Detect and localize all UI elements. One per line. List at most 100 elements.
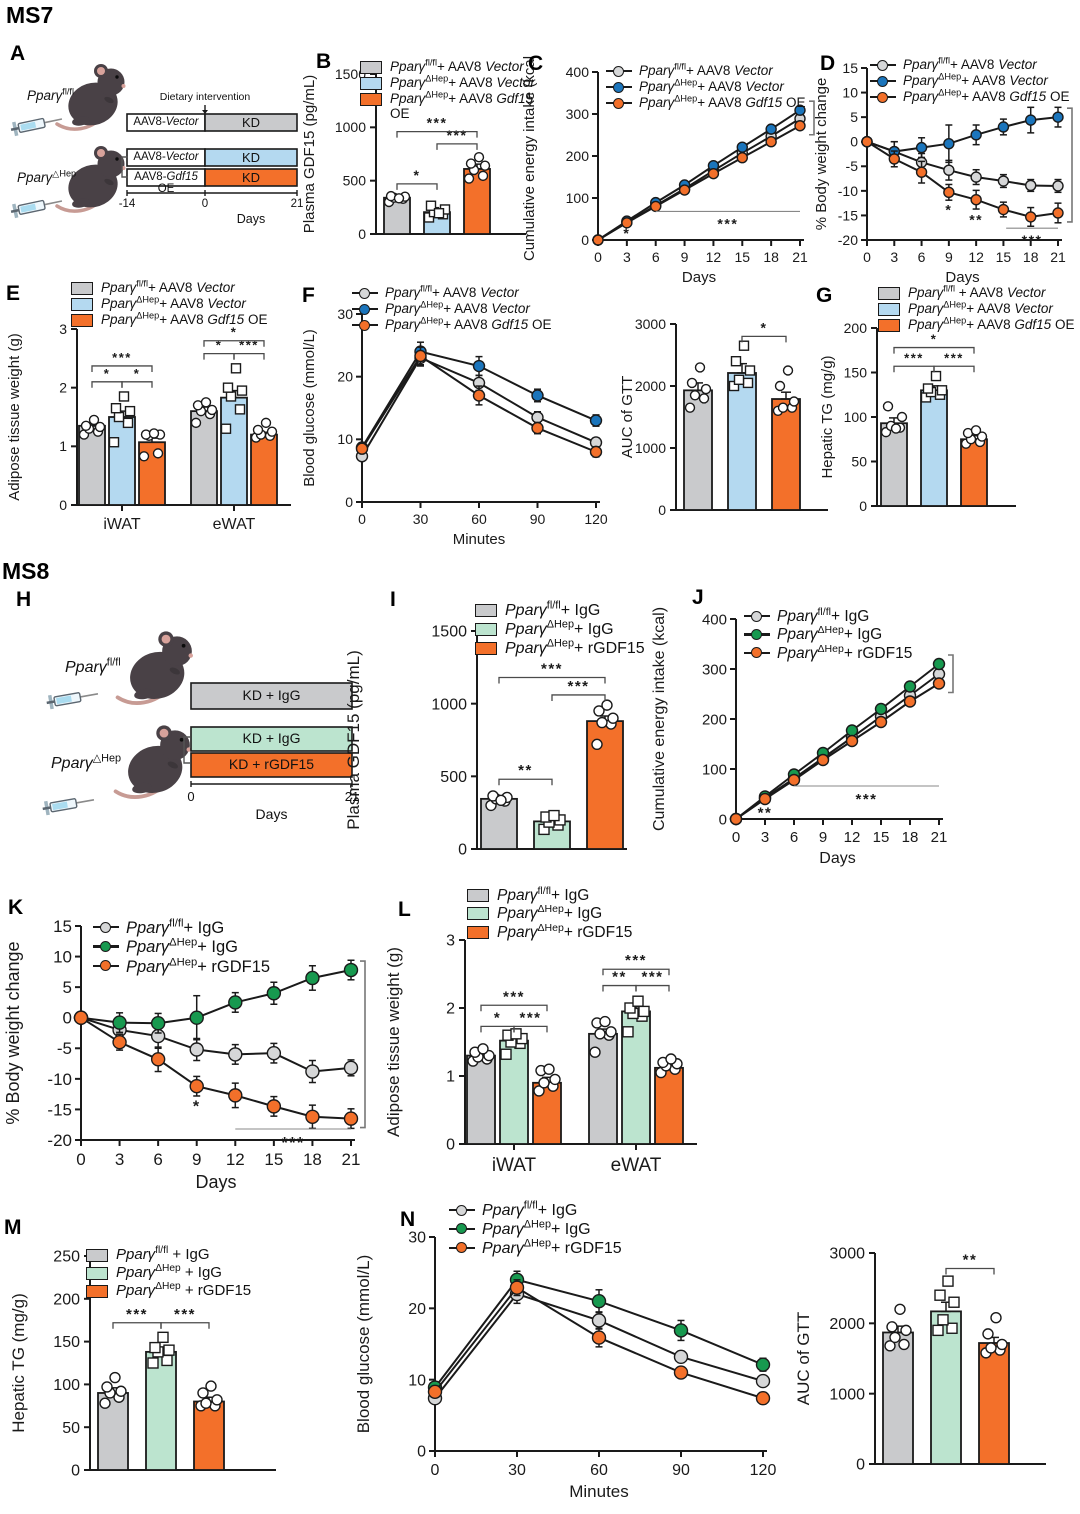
axes: 0 500 1000 1500 Plasma GDF15 (pg/mL) [344,624,627,859]
panel-I: 0 500 1000 1500 Plasma GDF15 (pg/mL) ** *** ***… [344,585,645,869]
svg-text:Blood glucose (mmol/L): Blood glucose (mmol/L) [301,329,318,487]
significance-bracket [945,1267,995,1275]
svg-text:2000: 2000 [635,378,666,394]
legend-item: Pparγfl/fl+ IgG [475,600,645,620]
bar-series-1 [423,200,451,235]
svg-text:0: 0 [850,134,858,150]
schematic-text: KD + IgG [242,687,301,703]
significance-bracket [933,365,975,373]
legend-K: Pparγfl/fl+ IgG PparγΔHep+ IgG PparγΔHep+ … [93,918,270,977]
axes: 0 10 20 30 0 30 60 90 120 Minutes Blood glucose (m… [301,306,608,548]
legend-item: Pparγfl/fl+ IgG [93,917,270,937]
panel-N-line: 0 10 20 30 0 30 60 90 120 Minutes Blood glucose (m… [354,1200,785,1509]
legend-label: PparγΔHep+ rGDF15 [777,642,913,662]
legend-line-marker-icon [744,646,770,660]
legend-label: PparγΔHep+ IgG [482,1218,591,1238]
legend-label: PparγΔHep+ IgG [505,618,614,638]
svg-text:100: 100 [844,409,868,425]
svg-text:2: 2 [59,380,67,396]
legend-item: Pparγfl/fl+ IgG [449,1200,622,1220]
panel-K: -20 -15 -10 -5 0 5 10 15 0 3 6 9 12 15 18 21 Days % Body … [3,892,381,1206]
legend-item: Pparγfl/fl + IgG [86,1245,251,1264]
schematic-text: KD + IgG [242,730,301,746]
legend-label: PparγΔHep+ IgG [497,903,603,923]
svg-text:1000: 1000 [635,440,666,456]
bar-series-2 [463,151,491,235]
svg-text:Adipose tissue weight (g): Adipose tissue weight (g) [6,333,23,501]
bar-series-0 [880,401,908,507]
svg-text:0: 0 [431,1462,440,1479]
legend-E: Pparγfl/fl+ AAV8 Vector PparγΔHep+ AAV8 V… [71,279,267,328]
svg-text:-15: -15 [838,207,858,223]
legend-G: Pparγfl/fl + AAV8 Vector PparγΔHep+ AAV8 … [878,284,1074,333]
legend-label: PparγΔHep+ AAV8 Vector [639,77,784,95]
svg-text:90: 90 [672,1462,690,1479]
legend-line-marker-icon [870,58,896,72]
svg-text:-20: -20 [838,232,858,248]
svg-text:21: 21 [931,829,948,846]
axes: 0 100 200 300 400 0 3 6 9 12 15 18 21 Days Cumulative … [521,51,808,286]
chart-svg-N-line: 0 10 20 30 0 30 60 90 120 Minutes Blood glucose (m… [354,1230,776,1501]
svg-text:0: 0 [581,232,589,248]
svg-text:9: 9 [192,1150,201,1169]
bar-series-0 [97,1371,129,1471]
svg-text:12: 12 [968,249,984,265]
svg-text:*: * [216,338,223,353]
svg-text:150: 150 [53,1334,80,1351]
legend-label: Pparγfl/fl+ IgG [126,917,225,937]
legend-line-marker-icon [870,90,896,104]
svg-text:-20: -20 [47,1131,72,1150]
svg-text:0: 0 [859,498,867,514]
line-series-2 [592,120,806,246]
legend-item: PparγΔHep+ IgG [744,625,912,643]
svg-text:0: 0 [345,494,353,510]
significance-bracket [893,365,935,373]
panel-letter-n: N [400,1208,416,1231]
legend-label: PparγΔHep+ AAV8 Gdf15 OE [101,310,268,328]
legend-label: PparγΔHep+ AAV8 Gdf15 OE [908,315,1075,333]
legend-swatch-icon [86,1249,108,1262]
legend-label: PparγΔHep + rGDF15 [116,1280,252,1299]
svg-text:***: *** [239,338,259,353]
legend-label: PparγΔHep+ rGDF15 [497,921,633,941]
legend-C: Pparγfl/fl+ AAV8 Vector PparγΔHep+ AAV8 V… [606,62,805,111]
svg-text:10: 10 [53,948,72,967]
panel-N-auc: 0 1000 2000 3000 AUC of GTT ** [794,1213,1080,1510]
significance-bracket [741,335,787,343]
svg-text:20: 20 [408,1301,426,1318]
legend-swatch-icon [71,282,93,295]
legend-swatch-icon [475,604,497,617]
chart-svg-C: 0 100 200 300 400 0 3 6 9 12 15 18 21 Days Cumulative … [521,51,815,286]
chart-svg-J: 0 100 200 300 400 0 3 6 9 12 15 18 21 Days Cumulative … [651,607,954,867]
svg-text:30: 30 [337,306,353,322]
svg-text:0: 0 [594,249,602,265]
svg-text:***: *** [282,1135,305,1152]
svg-text:15: 15 [53,917,72,936]
legend-item: PparγΔHep+ AAV8 Vector [71,295,267,312]
bar-series-2 [532,1053,684,1145]
bar-series-2 [978,1312,1010,1465]
schematic-text: Pparγfl/fl [65,656,121,676]
syringe-icon [10,117,63,137]
svg-text:200: 200 [53,1291,80,1308]
panel-F-auc: 0 1000 2000 3000 AUC of GTT * [618,288,856,554]
panel-letter-c: C [528,52,544,75]
legend-item: PparγΔHep+ IgG [467,903,632,923]
svg-text:60: 60 [590,1462,608,1479]
legend-swatch-icon [360,61,382,74]
svg-text:2000: 2000 [829,1316,865,1333]
svg-text:Plasma GDF15 (pg/mL): Plasma GDF15 (pg/mL) [301,75,318,233]
legend-item: PparγΔHep+ rGDF15 [475,638,645,658]
svg-text:60: 60 [471,511,487,527]
svg-text:3000: 3000 [635,316,666,332]
panel-letter-g: G [816,284,833,307]
legend-swatch-icon [467,907,489,921]
svg-text:*: * [494,1009,501,1026]
schematic-text: KD + rGDF15 [228,756,315,772]
legend-line-marker-icon [744,609,770,623]
panel-C: 0 100 200 300 400 0 3 6 9 12 15 18 21 Days Cumulative … [520,51,822,294]
panel-letter-l: L [398,898,411,921]
